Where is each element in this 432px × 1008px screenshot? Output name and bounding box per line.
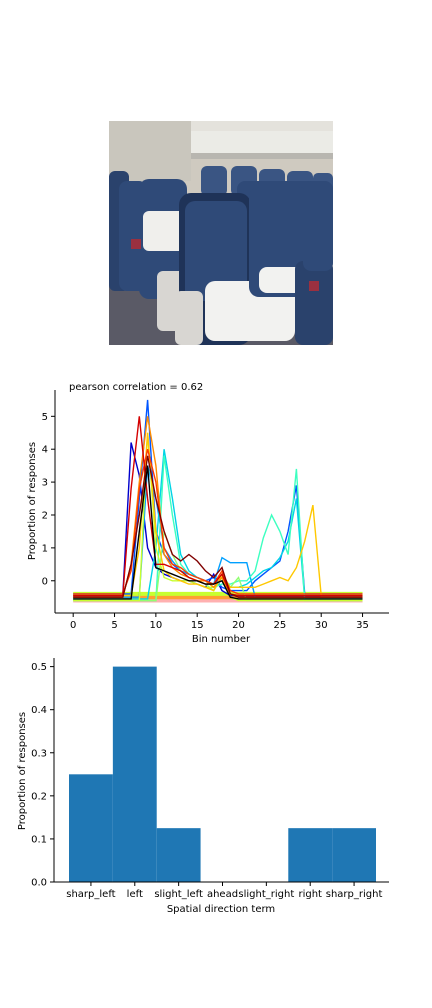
line-chart-title: pearson correlation = 0.62 [69, 382, 203, 393]
y-tick-label: 0.4 [31, 705, 47, 716]
x-tick-label: slight_left [154, 889, 203, 900]
cabin-photo [109, 121, 333, 345]
y-tick-label: 1 [42, 543, 48, 554]
bar-left [113, 667, 157, 882]
x-tick-label: 15 [191, 620, 204, 631]
bar-chart-ylabel: Proportion of responses [17, 712, 28, 830]
y-tick-label: 0.0 [31, 878, 47, 889]
cabin-photo-drawing [109, 121, 333, 345]
x-tick-label: 0 [70, 620, 76, 631]
y-tick-label: 0.3 [31, 748, 47, 759]
y-tick-label: 0.5 [31, 662, 47, 673]
x-tick-label: ahead [207, 889, 238, 900]
bar-chart-plot-area: sharp_left left slight_left ahead slight_rig… [31, 658, 389, 900]
y-tick-label: 0.1 [31, 834, 47, 845]
x-tick-label: slight_right [238, 889, 294, 900]
x-tick-label: 25 [274, 620, 287, 631]
line-chart: pearson correlation = 0.62 0 5 10 15 20 25 30 3… [0, 375, 432, 645]
x-tick-label: 20 [232, 620, 245, 631]
x-tick-label: right [298, 889, 322, 900]
line-chart-ylabel: Proportion of responses [27, 442, 38, 560]
x-tick-label: sharp_right [326, 889, 383, 900]
line-chart-plot-area: 0 5 10 15 20 25 30 35 0 1 2 3 4 5 [42, 390, 389, 631]
bar-slight_left [157, 828, 201, 882]
x-tick-label: left [127, 889, 143, 900]
bar-sharp_left [69, 774, 113, 882]
bar-chart: sharp_left left slight_left ahead slight_rig… [0, 650, 432, 920]
x-tick-label: 35 [356, 620, 369, 631]
line-series-2 [73, 400, 362, 594]
bar-sharp_right [332, 828, 376, 882]
x-tick-label: 10 [149, 620, 162, 631]
bar-chart-xlabel: Spatial direction term [167, 904, 275, 915]
line-chart-xlabel: Bin number [192, 634, 251, 645]
x-tick-label: sharp_left [66, 889, 115, 900]
y-tick-label: 0 [42, 576, 48, 587]
y-tick-label: 4 [42, 445, 48, 456]
bar-right [288, 828, 332, 882]
y-tick-label: 3 [42, 478, 48, 489]
x-tick-label: 5 [111, 620, 117, 631]
y-tick-label: 0.2 [31, 791, 47, 802]
y-tick-label: 2 [42, 510, 48, 521]
y-tick-label: 5 [42, 412, 48, 423]
x-tick-label: 30 [315, 620, 328, 631]
